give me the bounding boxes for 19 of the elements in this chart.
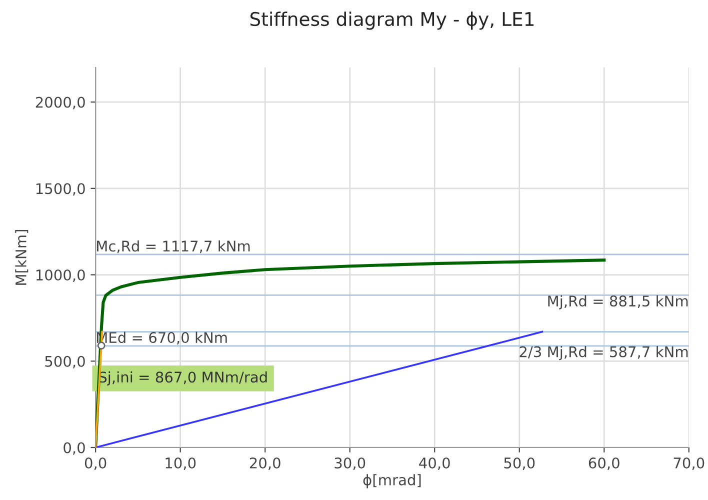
y-tick-label: 1500,0 (36, 183, 85, 196)
y-tick-label: 2000,0 (36, 96, 85, 110)
x-tick-label: 30,0 (334, 457, 366, 470)
x-tick-label: 20,0 (250, 457, 280, 470)
y-tick-label: 1000,0 (36, 269, 85, 282)
ref-line-label: Mj,Rd = 881,5 kNm (548, 295, 688, 310)
x-tick-label: 70,0 (674, 457, 704, 470)
x-tick-label: 40,0 (419, 457, 450, 470)
ref-line-label: 2/3 Mj,Rd = 587,7 kNm (520, 346, 688, 360)
y-axis-title: M[kNm] (15, 230, 28, 285)
y-tick-label: 500,0 (45, 356, 85, 368)
chart-title: Stiffness diagram My - ϕy, LE1 (250, 12, 534, 30)
x-tick-label: 10,0 (166, 457, 196, 470)
x-tick-label: 0,0 (84, 457, 106, 470)
x-axis-title: ϕ[mrad] (363, 474, 421, 488)
y-tick-label: 0,0 (64, 442, 85, 455)
x-tick-label: 60,0 (588, 457, 620, 470)
ref-line-label: Mc,Rd = 1117,7 kNm (97, 240, 250, 254)
x-tick-label: 50,0 (504, 457, 535, 470)
